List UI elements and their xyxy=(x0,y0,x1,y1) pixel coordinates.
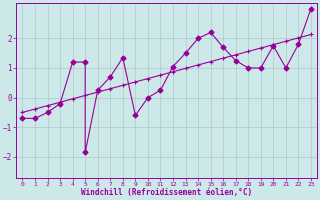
X-axis label: Windchill (Refroidissement éolien,°C): Windchill (Refroidissement éolien,°C) xyxy=(81,188,252,197)
